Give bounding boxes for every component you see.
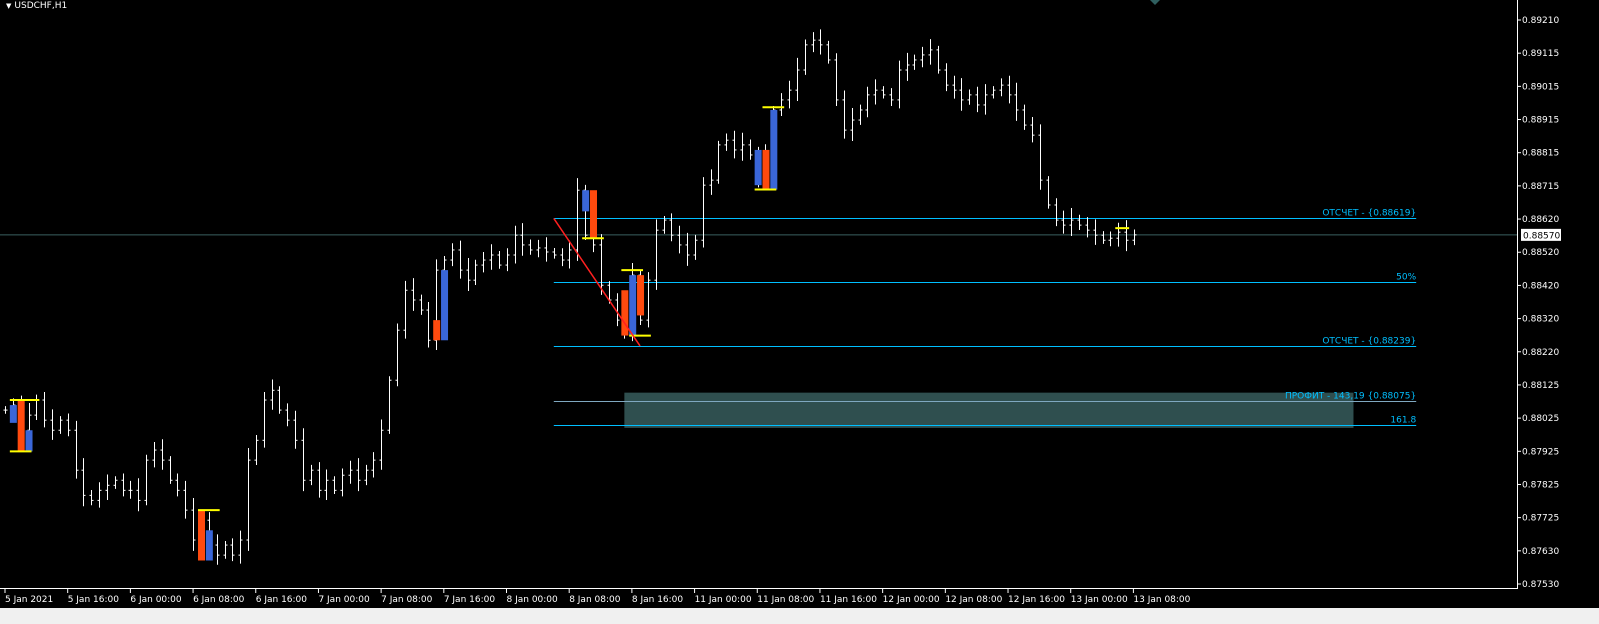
current-price-label: 0.88570 <box>1523 231 1560 241</box>
x-tick-label: 13 Jan 08:00 <box>1133 595 1190 605</box>
bull-candle-body <box>441 270 449 341</box>
x-tick-label: 11 Jan 00:00 <box>695 595 752 605</box>
y-tick-label: 0.88715 <box>1522 182 1559 192</box>
chart-title[interactable]: ▼ USDCHF,H1 <box>6 1 67 11</box>
x-tick-label: 8 Jan 16:00 <box>632 595 684 605</box>
y-tick-label: 0.88025 <box>1522 414 1559 424</box>
current-price-badge <box>1521 228 1561 241</box>
x-tick-label: 8 Jan 00:00 <box>507 595 559 605</box>
y-tick-label: 0.87925 <box>1522 447 1559 457</box>
y-tick-label: 0.88815 <box>1522 149 1559 159</box>
bear-candle-body <box>17 400 25 452</box>
bear-candle-body <box>762 149 770 190</box>
y-tick-label: 0.88915 <box>1522 116 1559 126</box>
trend-line <box>553 217 641 347</box>
bear-candle-body <box>198 510 205 561</box>
x-tick-label: 6 Jan 16:00 <box>256 595 308 605</box>
y-tick-label: 0.89210 <box>1522 16 1559 26</box>
fib-level-label: 161.8 <box>1390 416 1416 426</box>
x-tick-label: 8 Jan 08:00 <box>569 595 621 605</box>
bull-candle-body <box>25 430 33 452</box>
status-strip <box>0 608 1599 624</box>
x-tick-label: 6 Jan 08:00 <box>193 595 245 605</box>
y-tick-label: 0.87825 <box>1522 480 1559 490</box>
x-tick-label: 11 Jan 16:00 <box>820 595 877 605</box>
x-tick-label: 5 Jan 16:00 <box>68 595 120 605</box>
x-tick-label: 5 Jan 2021 <box>5 595 53 605</box>
x-tick-label: 13 Jan 00:00 <box>1071 595 1128 605</box>
bull-candle-body <box>629 275 637 336</box>
bear-candle-body <box>621 290 629 336</box>
y-tick-label: 0.88125 <box>1522 381 1559 391</box>
y-tick-label: 0.89015 <box>1522 82 1559 92</box>
x-tick-label: 11 Jan 08:00 <box>757 595 814 605</box>
bull-candle-body <box>770 109 778 190</box>
x-tick-label: 7 Jan 16:00 <box>444 595 496 605</box>
bull-candle-body <box>754 149 762 186</box>
x-tick-label: 6 Jan 00:00 <box>130 595 182 605</box>
symbol-title: USDCHF,H1 <box>14 1 68 11</box>
y-tick-label: 0.88520 <box>1522 248 1559 258</box>
x-tick-label: 7 Jan 00:00 <box>318 595 370 605</box>
y-tick-label: 0.87530 <box>1522 580 1559 590</box>
scroll-marker-icon <box>1150 0 1160 5</box>
bear-candle-body <box>590 190 597 239</box>
bear-candle-body <box>637 275 645 316</box>
profit-zone <box>624 392 1354 428</box>
x-tick-label: 7 Jan 08:00 <box>381 595 433 605</box>
y-tick-label: 0.88320 <box>1522 315 1559 325</box>
y-tick-label: 0.87630 <box>1522 547 1559 557</box>
y-tick-label: 0.87725 <box>1522 514 1559 524</box>
dropdown-triangle-icon[interactable]: ▼ <box>6 2 12 10</box>
bull-candle-body <box>582 190 590 212</box>
y-tick-label: 0.89115 <box>1522 49 1559 59</box>
x-tick-label: 12 Jan 00:00 <box>883 595 940 605</box>
fib-level-label: 50% <box>1396 273 1416 283</box>
x-tick-label: 12 Jan 16:00 <box>1008 595 1065 605</box>
x-tick-label: 12 Jan 08:00 <box>945 595 1002 605</box>
bull-candle-body <box>9 405 17 423</box>
fib-level-label: ОТСЧЕТ - {0.88619} <box>1322 209 1416 219</box>
y-tick-label: 0.88620 <box>1522 215 1559 225</box>
fib-level-label: ПРОФИТ - 143,19 {0.88075} <box>1285 392 1416 402</box>
bear-candle-body <box>433 320 441 341</box>
y-tick-label: 0.88420 <box>1522 281 1559 291</box>
bull-candle-body <box>205 530 213 561</box>
fib-level-label: ОТСЧЕТ - {0.88239} <box>1322 337 1416 347</box>
y-tick-label: 0.88220 <box>1522 348 1559 358</box>
